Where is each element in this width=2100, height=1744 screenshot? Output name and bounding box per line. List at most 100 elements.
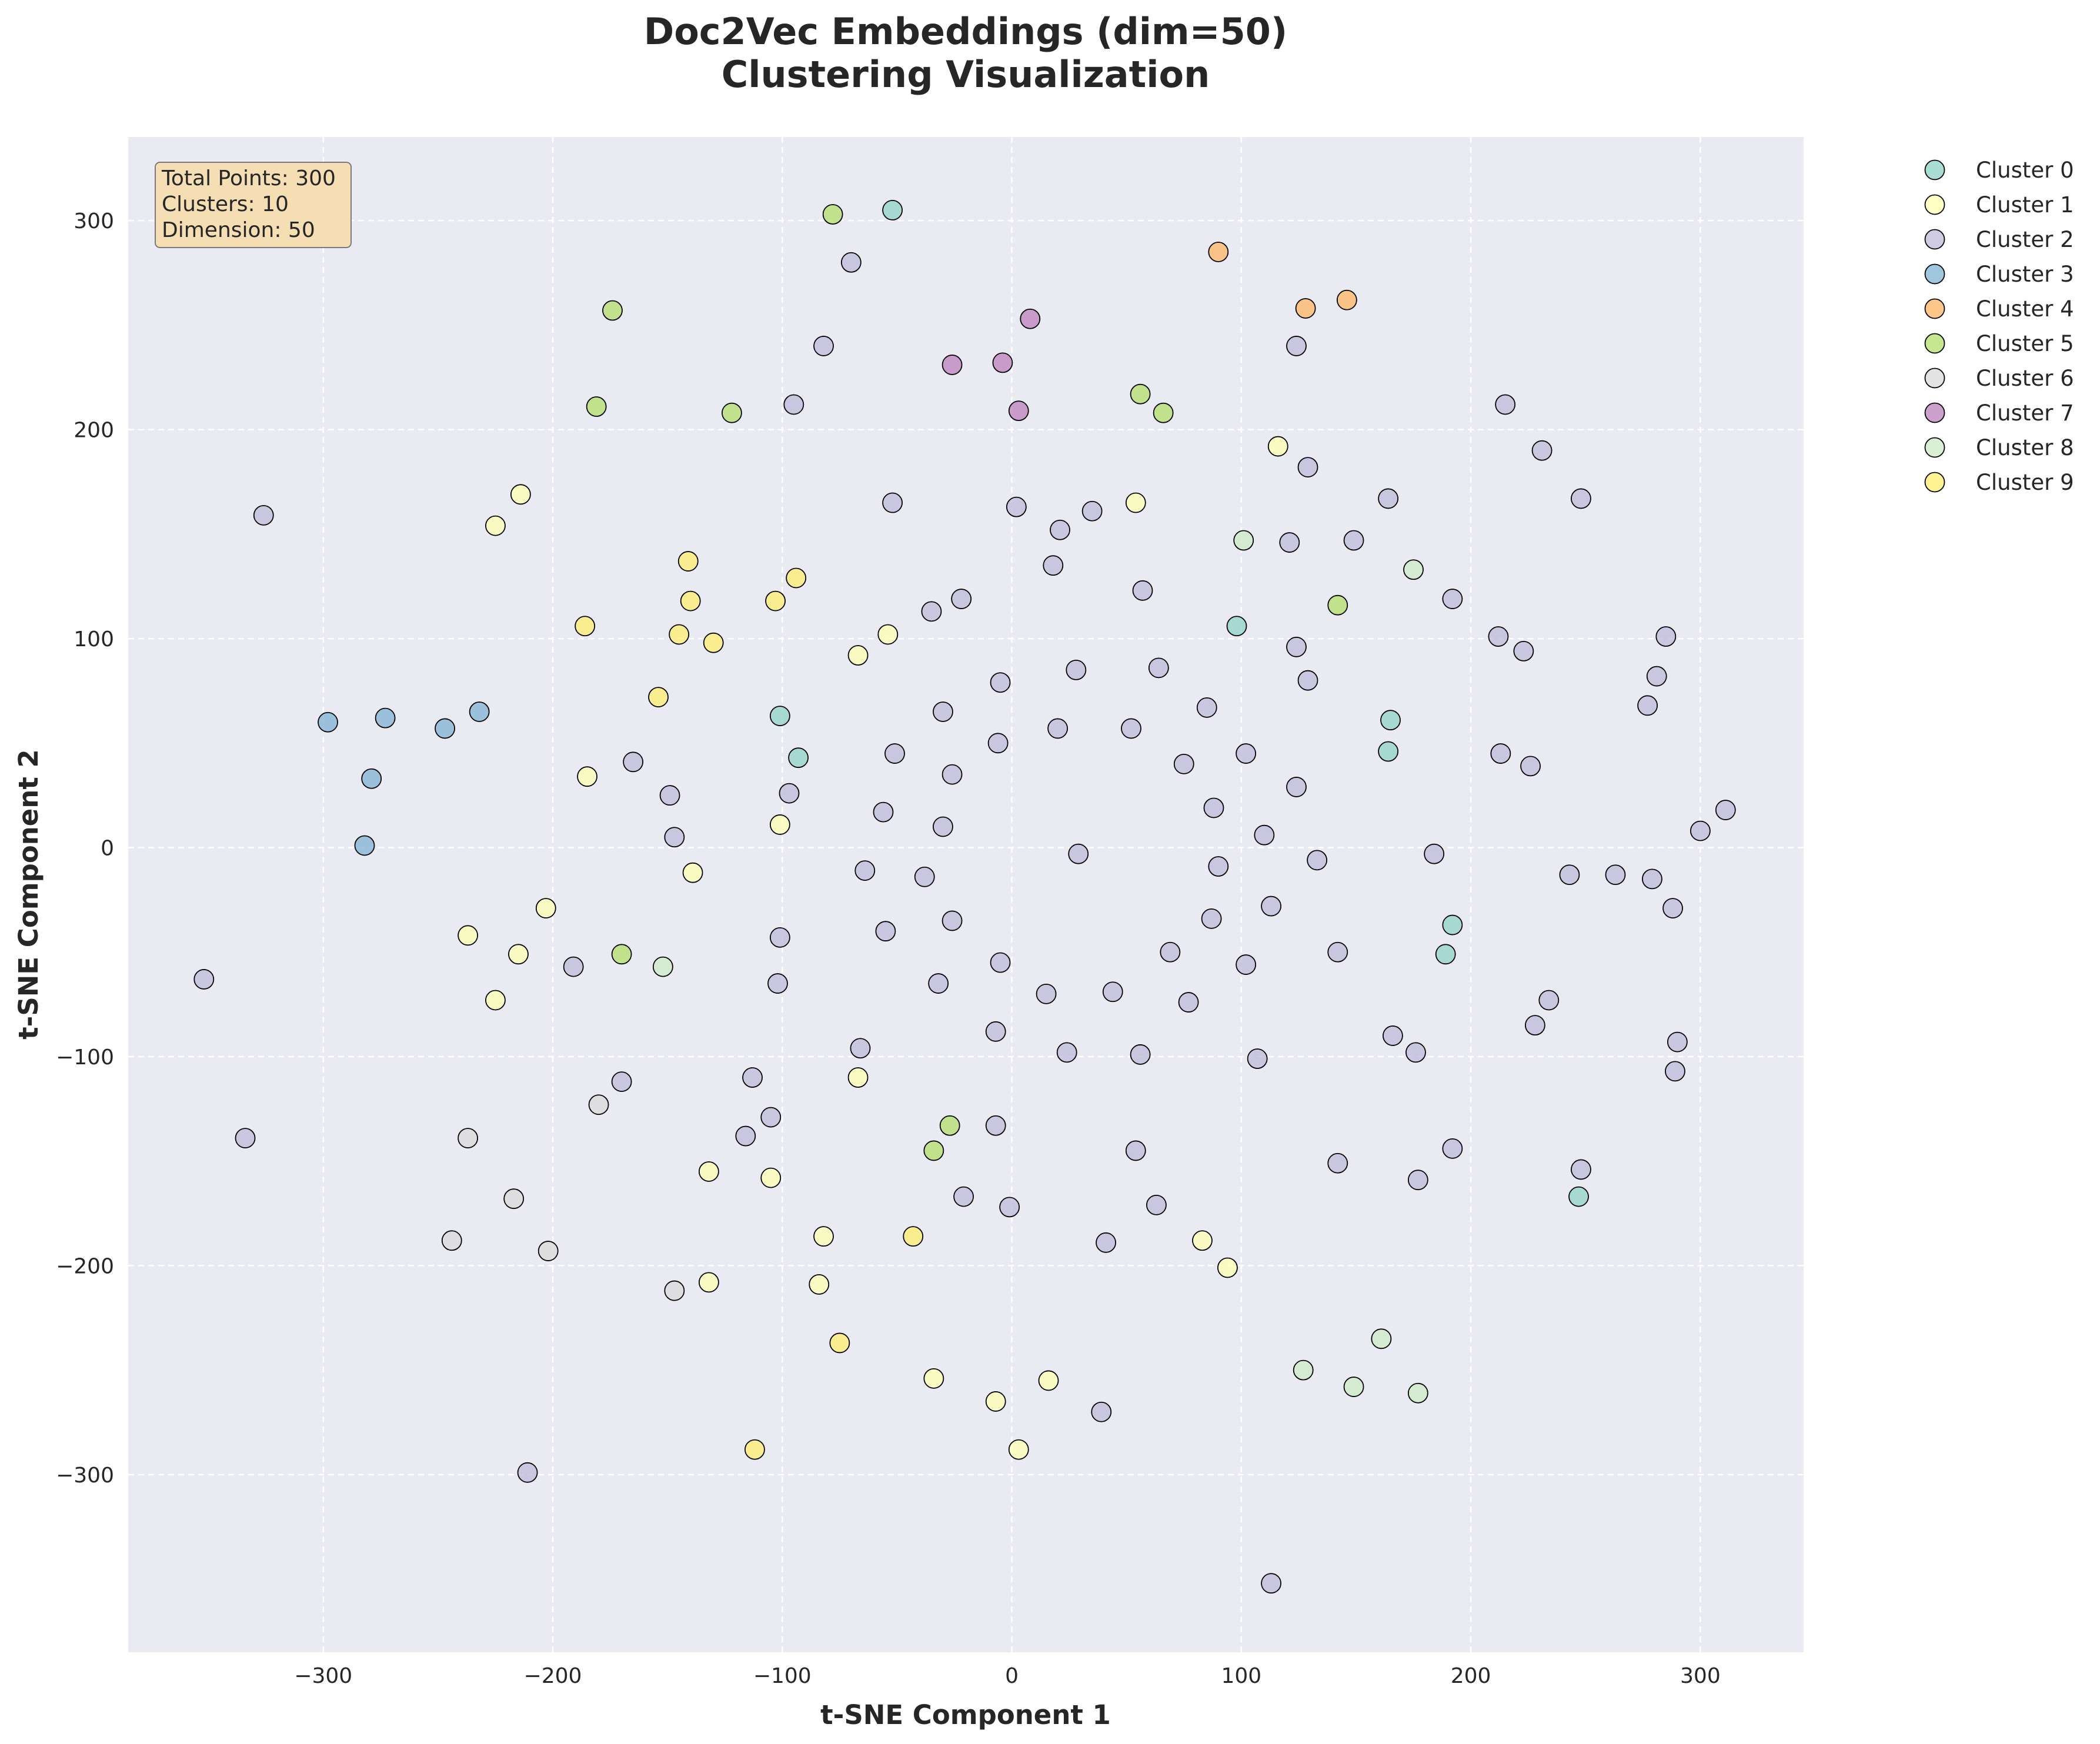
data-point <box>1715 800 1736 820</box>
data-point <box>1297 670 1318 691</box>
x-tick-label: −100 <box>753 1664 812 1688</box>
data-point <box>586 396 607 417</box>
data-point <box>703 632 724 653</box>
data-point <box>575 616 596 637</box>
data-point <box>990 672 1011 693</box>
plot-area <box>128 137 1804 1652</box>
legend-label: Cluster 9 <box>1976 470 2074 495</box>
data-point <box>1524 1015 1545 1036</box>
data-point <box>786 567 807 589</box>
data-point <box>1571 1159 1591 1180</box>
data-point <box>1605 864 1626 886</box>
x-tick-label: 0 <box>1005 1664 1019 1688</box>
y-tick-label: −200 <box>56 1254 114 1278</box>
data-point <box>508 944 529 965</box>
data-point <box>779 783 800 804</box>
legend-marker <box>1924 229 1945 250</box>
series-cluster-5 <box>586 204 1348 1161</box>
data-point <box>1435 944 1456 965</box>
data-point <box>458 925 479 946</box>
data-point <box>1146 1194 1167 1215</box>
data-point <box>354 835 375 856</box>
data-point <box>1081 500 1103 522</box>
legend-label: Cluster 0 <box>1976 158 2074 183</box>
data-point <box>1442 914 1463 936</box>
y-tick-label: 200 <box>74 419 114 443</box>
y-tick-label: 300 <box>74 209 114 233</box>
data-point <box>469 701 490 722</box>
data-point <box>921 601 942 622</box>
data-point <box>1254 824 1275 846</box>
y-tick-label: 0 <box>101 837 114 861</box>
data-point <box>588 1094 609 1115</box>
data-point <box>1208 242 1229 262</box>
data-point <box>1261 896 1281 917</box>
data-point <box>1646 666 1667 687</box>
data-point <box>987 733 1009 754</box>
series-cluster-6 <box>441 1094 685 1301</box>
data-point <box>664 827 685 848</box>
data-point <box>1130 1044 1151 1065</box>
data-point <box>1637 695 1658 716</box>
data-point <box>953 1186 974 1207</box>
data-point <box>1286 777 1307 797</box>
data-point <box>1407 1170 1428 1191</box>
series-cluster-2 <box>193 252 1736 1594</box>
data-point <box>1538 990 1560 1011</box>
data-point <box>1405 1042 1426 1063</box>
data-point <box>1008 1439 1029 1460</box>
data-point <box>1043 555 1064 576</box>
data-point <box>1403 559 1424 580</box>
data-points <box>193 200 1736 1594</box>
series-cluster-7 <box>942 308 1041 422</box>
data-point <box>235 1128 256 1148</box>
data-point <box>829 1332 850 1354</box>
chart-title-line2: Clustering Visualization <box>722 53 1210 96</box>
data-point <box>318 711 338 733</box>
data-point <box>441 1230 462 1251</box>
legend-label: Cluster 6 <box>1976 366 2074 391</box>
data-point <box>1267 436 1288 457</box>
data-point <box>1173 753 1194 774</box>
data-point <box>1336 289 1357 310</box>
data-point <box>1226 616 1247 637</box>
data-point <box>517 1462 538 1483</box>
data-point <box>698 1272 719 1293</box>
legend-marker <box>1924 472 1945 493</box>
data-point <box>1295 298 1316 319</box>
x-tick-label: −300 <box>294 1664 352 1688</box>
data-point <box>884 743 905 764</box>
data-point <box>822 204 843 225</box>
data-point <box>760 1107 782 1128</box>
data-point <box>882 492 903 513</box>
data-point <box>1490 743 1511 764</box>
data-point <box>1286 336 1307 356</box>
data-point <box>760 1167 782 1188</box>
data-point <box>1407 1382 1428 1404</box>
legend-marker <box>1924 402 1945 423</box>
legend-label: Cluster 3 <box>1976 262 2074 287</box>
legend-marker <box>1924 367 1945 389</box>
data-point <box>882 200 903 220</box>
data-point <box>742 1067 763 1088</box>
data-point <box>1047 718 1069 739</box>
data-point <box>563 956 584 977</box>
data-point <box>503 1188 525 1210</box>
x-axis-label: t-SNE Component 1 <box>820 1699 1111 1730</box>
series-cluster-1 <box>458 436 1288 1460</box>
data-point <box>1297 457 1318 478</box>
data-point <box>253 505 274 526</box>
data-point <box>1125 1140 1146 1161</box>
data-point <box>769 706 790 726</box>
data-point <box>985 1021 1006 1042</box>
data-point <box>854 860 876 881</box>
legend-label: Cluster 1 <box>1976 192 2074 218</box>
data-point <box>1236 743 1257 764</box>
data-point <box>1196 697 1217 718</box>
data-point <box>939 1115 960 1136</box>
data-point <box>1667 1031 1688 1053</box>
chart-title-line1: Doc2Vec Embeddings (dim=50) <box>644 10 1287 53</box>
y-tick-label: −100 <box>56 1045 114 1070</box>
data-point <box>1343 530 1364 551</box>
